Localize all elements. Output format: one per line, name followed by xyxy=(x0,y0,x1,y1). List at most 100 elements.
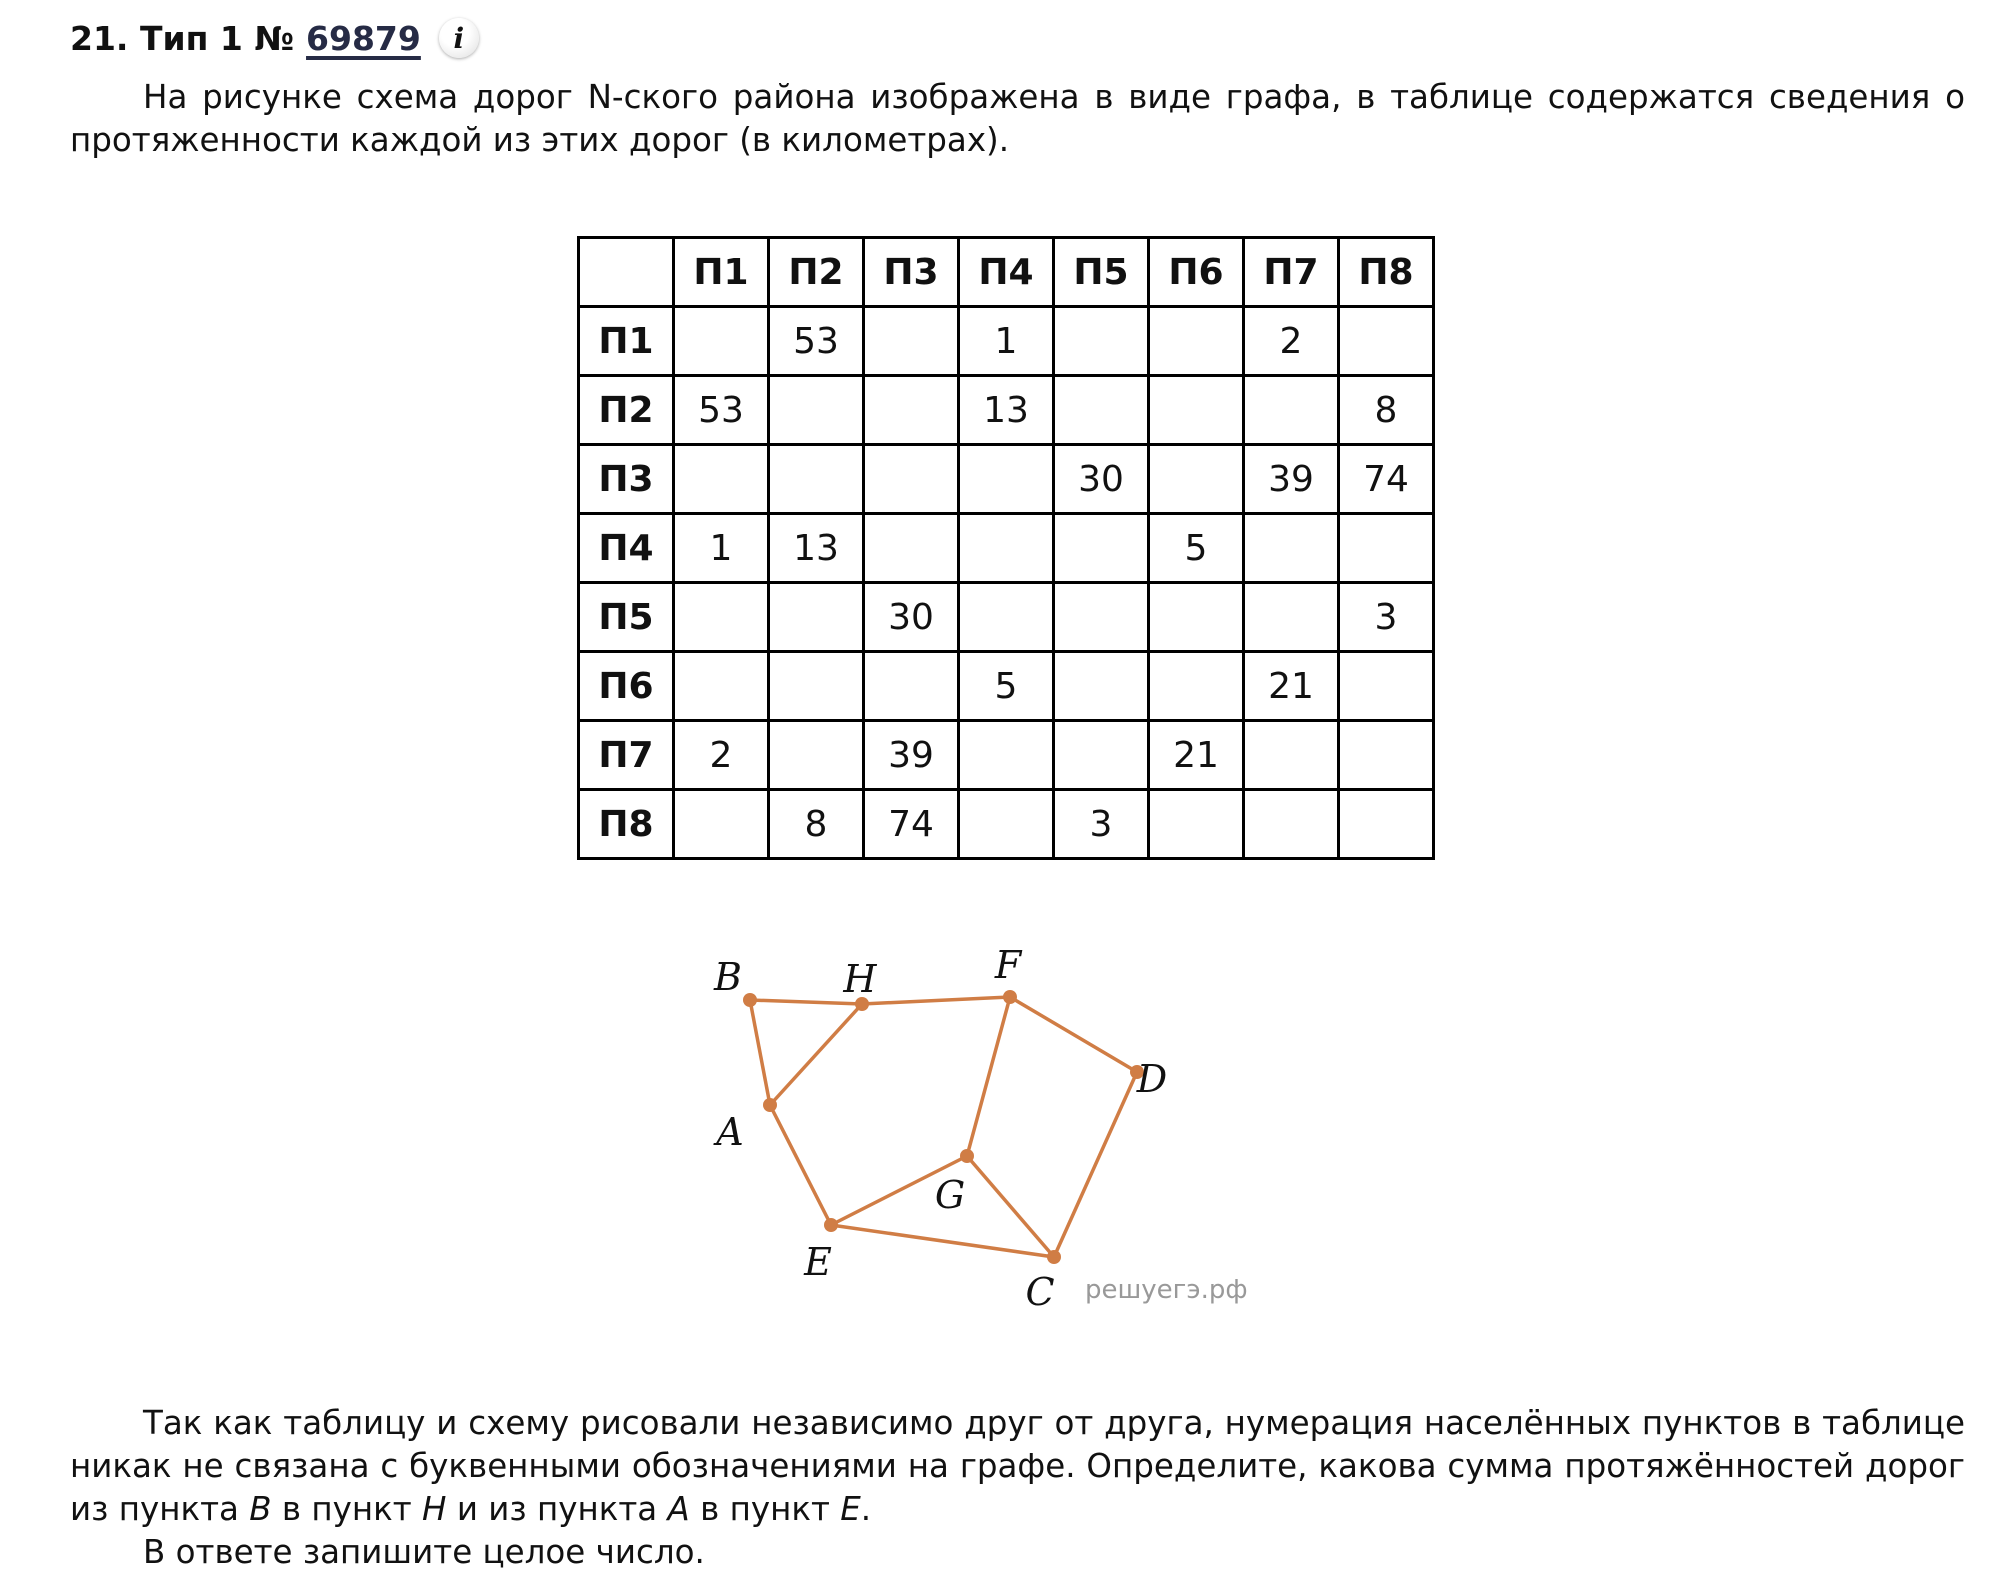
column-header: П5 xyxy=(1052,236,1150,308)
distance-cell: 53 xyxy=(672,374,770,446)
edge-A-H xyxy=(768,1002,864,1107)
distance-cell xyxy=(862,374,960,446)
distance-cell xyxy=(672,788,770,860)
distance-cell: 30 xyxy=(1052,443,1150,515)
distance-cell xyxy=(767,719,865,791)
distance-cell xyxy=(672,305,770,377)
row-header: П7 xyxy=(577,719,675,791)
distance-cell xyxy=(862,512,960,584)
table-row: П8 8 74 3 xyxy=(577,788,1435,860)
distance-cell xyxy=(672,443,770,515)
distance-cell xyxy=(862,443,960,515)
node-label-D: D xyxy=(1136,1057,1167,1101)
distance-cell xyxy=(1337,512,1435,584)
column-header: П2 xyxy=(767,236,865,308)
distance-cell: 74 xyxy=(1337,443,1435,515)
column-header: П3 xyxy=(862,236,960,308)
distance-cell xyxy=(1242,719,1340,791)
distance-cell: 5 xyxy=(957,650,1055,722)
row-header: П1 xyxy=(577,305,675,377)
distance-cell xyxy=(1337,788,1435,860)
table-row: П6 5 21 xyxy=(577,650,1435,722)
distance-cell: 21 xyxy=(1242,650,1340,722)
distance-cell xyxy=(957,443,1055,515)
distance-cell: 2 xyxy=(1242,305,1340,377)
distance-cell: 39 xyxy=(862,719,960,791)
table-row: П7 2 39 21 xyxy=(577,719,1435,791)
distance-cell xyxy=(957,581,1055,653)
edge-F-G xyxy=(965,996,1012,1157)
edge-A-E xyxy=(768,1104,833,1226)
distance-table: П1 П2 П3 П4 П5 П6 П7 П8 П1 53 1 2 П2 53 13 8 П3 30 39 74 П4 1… xyxy=(577,236,1435,860)
distance-cell: 39 xyxy=(1242,443,1340,515)
node-A xyxy=(763,1098,777,1112)
node-label-H: H xyxy=(842,957,877,1001)
distance-cell xyxy=(1242,374,1340,446)
distance-cell xyxy=(1052,650,1150,722)
row-header: П2 xyxy=(577,374,675,446)
distance-cell xyxy=(957,512,1055,584)
edge-G-C xyxy=(965,1154,1056,1259)
distance-cell xyxy=(1147,443,1245,515)
edge-B-A xyxy=(748,999,772,1106)
row-header: П6 xyxy=(577,650,675,722)
row-header: П3 xyxy=(577,443,675,515)
table-row: П4 1 13 5 xyxy=(577,512,1435,584)
distance-cell xyxy=(957,788,1055,860)
distance-cell xyxy=(862,305,960,377)
distance-cell xyxy=(1052,719,1150,791)
distance-cell: 13 xyxy=(767,512,865,584)
distance-cell xyxy=(767,650,865,722)
distance-cell xyxy=(1147,650,1245,722)
edge-E-G xyxy=(830,1154,968,1227)
distance-cell xyxy=(957,719,1055,791)
question-text: Так как таблицу и схему рисовали независ… xyxy=(70,1404,1965,1528)
node-label-C: C xyxy=(1025,1270,1054,1314)
distance-cell xyxy=(1052,512,1150,584)
distance-cell: 3 xyxy=(1337,581,1435,653)
distance-cell xyxy=(767,374,865,446)
distance-cell xyxy=(1242,512,1340,584)
distance-cell: 1 xyxy=(672,512,770,584)
column-header: П6 xyxy=(1147,236,1245,308)
distance-cell: 5 xyxy=(1147,512,1245,584)
distance-cell xyxy=(672,581,770,653)
node-label-E: E xyxy=(803,1240,832,1284)
distance-cell: 3 xyxy=(1052,788,1150,860)
table-row: П3 30 39 74 xyxy=(577,443,1435,515)
distance-cell xyxy=(1052,305,1150,377)
distance-cell: 30 xyxy=(862,581,960,653)
distance-cell: 8 xyxy=(767,788,865,860)
distance-cell: 8 xyxy=(1337,374,1435,446)
distance-cell xyxy=(1052,581,1150,653)
node-H xyxy=(855,997,869,1011)
edge-E-C xyxy=(830,1223,1055,1259)
distance-cell xyxy=(1147,305,1245,377)
table-row: П5 30 3 xyxy=(577,581,1435,653)
distance-cell xyxy=(767,581,865,653)
info-icon[interactable]: i xyxy=(438,18,479,58)
node-label-F: F xyxy=(994,943,1023,987)
node-label-B: B xyxy=(713,955,742,999)
task-id-link[interactable]: 69879 xyxy=(306,18,421,58)
column-header: П7 xyxy=(1242,236,1340,308)
distance-cell xyxy=(767,443,865,515)
edge-D-C xyxy=(1052,1071,1139,1258)
distance-cell xyxy=(1242,581,1340,653)
distance-cell xyxy=(1337,650,1435,722)
node-F xyxy=(1003,990,1017,1004)
distance-cell xyxy=(1147,374,1245,446)
distance-cell xyxy=(1147,581,1245,653)
distance-cell: 53 xyxy=(767,305,865,377)
corner-cell xyxy=(577,236,675,308)
node-D xyxy=(1130,1065,1144,1079)
column-header: П8 xyxy=(1337,236,1435,308)
intro-text: На рисунке схема дорог N-ского района из… xyxy=(70,78,1965,159)
answer-hint: В ответе запишите целое число. xyxy=(143,1533,705,1571)
edge-B-H xyxy=(749,998,863,1006)
node-label-A: A xyxy=(713,1110,743,1154)
distance-cell xyxy=(1242,788,1340,860)
node-E xyxy=(824,1218,838,1232)
distance-cell: 1 xyxy=(957,305,1055,377)
road-graph: решуегэ.рф A B C D E F G H xyxy=(713,943,1248,1314)
